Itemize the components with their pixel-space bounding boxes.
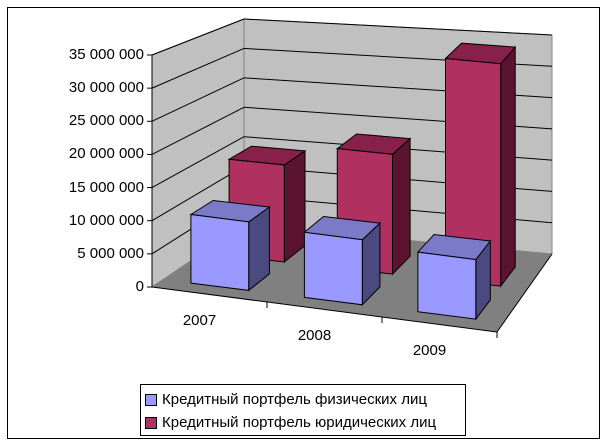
legend-swatch-icon xyxy=(145,393,157,406)
y-tick-label: 15 000 000 xyxy=(68,178,144,196)
legend-label: Кредитный портфель физических лиц xyxy=(162,391,427,408)
x-tick-label: 2008 xyxy=(297,326,332,344)
y-tick-label: 5 000 000 xyxy=(77,244,144,262)
legend-item-individuals: Кредитный портфель физических лиц xyxy=(145,388,465,411)
x-tick-label: 2009 xyxy=(412,341,447,359)
y-tick-label: 30 000 000 xyxy=(68,79,144,97)
legend: Кредитный портфель физических лиц Кредит… xyxy=(140,384,466,436)
y-tick-label: 0 xyxy=(135,278,144,295)
y-tick-label: 20 000 000 xyxy=(68,145,144,163)
y-tick-label: 10 000 000 xyxy=(68,211,144,229)
y-tick-label: 25 000 000 xyxy=(68,112,144,130)
x-tick-label: 2007 xyxy=(182,311,217,329)
y-tick-label: 35 000 000 xyxy=(68,46,144,63)
legend-label: Кредитный портфель юридических лиц xyxy=(162,414,437,431)
legend-swatch-icon xyxy=(145,416,157,429)
legend-item-legal-entities: Кредитный портфель юридических лиц xyxy=(145,411,465,434)
